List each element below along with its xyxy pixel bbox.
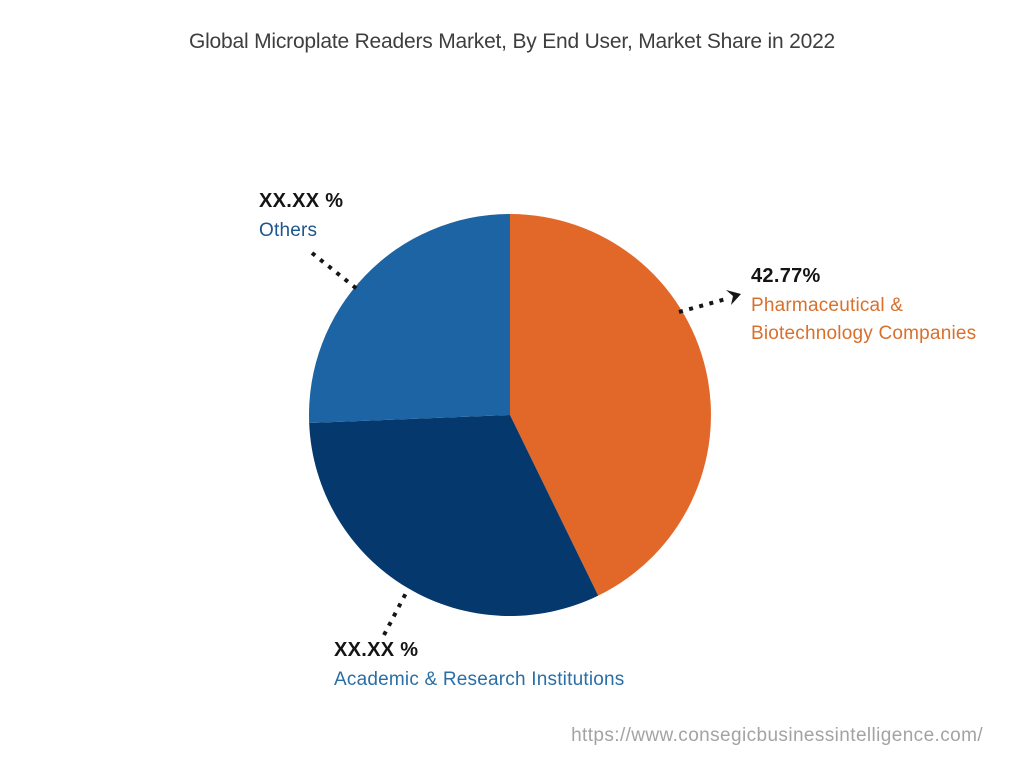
academic-value: XX.XX % <box>334 639 419 661</box>
chart-title: Global Microplate Readers Market, By End… <box>188 30 836 53</box>
callout-pharma: 42.77% Pharmaceutical & Biotechnology Co… <box>751 265 976 348</box>
pharma-label-line2: Biotechnology Companies <box>751 323 977 344</box>
pie-slice-2 <box>309 214 510 423</box>
arrowhead-icon <box>726 290 741 305</box>
others-label: Others <box>259 220 318 241</box>
others-value: XX.XX % <box>259 190 344 212</box>
watermark-url: https://www.consegicbusinessintelligence… <box>571 725 983 746</box>
pie-chart <box>309 214 711 616</box>
academic-label: Academic & Research Institutions <box>334 669 625 690</box>
pharma-value: 42.77% <box>751 265 821 287</box>
pharma-label-line1: Pharmaceutical & <box>751 295 904 316</box>
callout-academic: XX.XX % Academic & Research Institutions <box>334 639 624 694</box>
pie-slice-1 <box>309 415 599 616</box>
callout-others: XX.XX % Others <box>259 190 343 245</box>
pie-slice-0 <box>510 214 711 596</box>
pharma-label: Pharmaceutical & Biotechnology Companies <box>751 292 976 348</box>
